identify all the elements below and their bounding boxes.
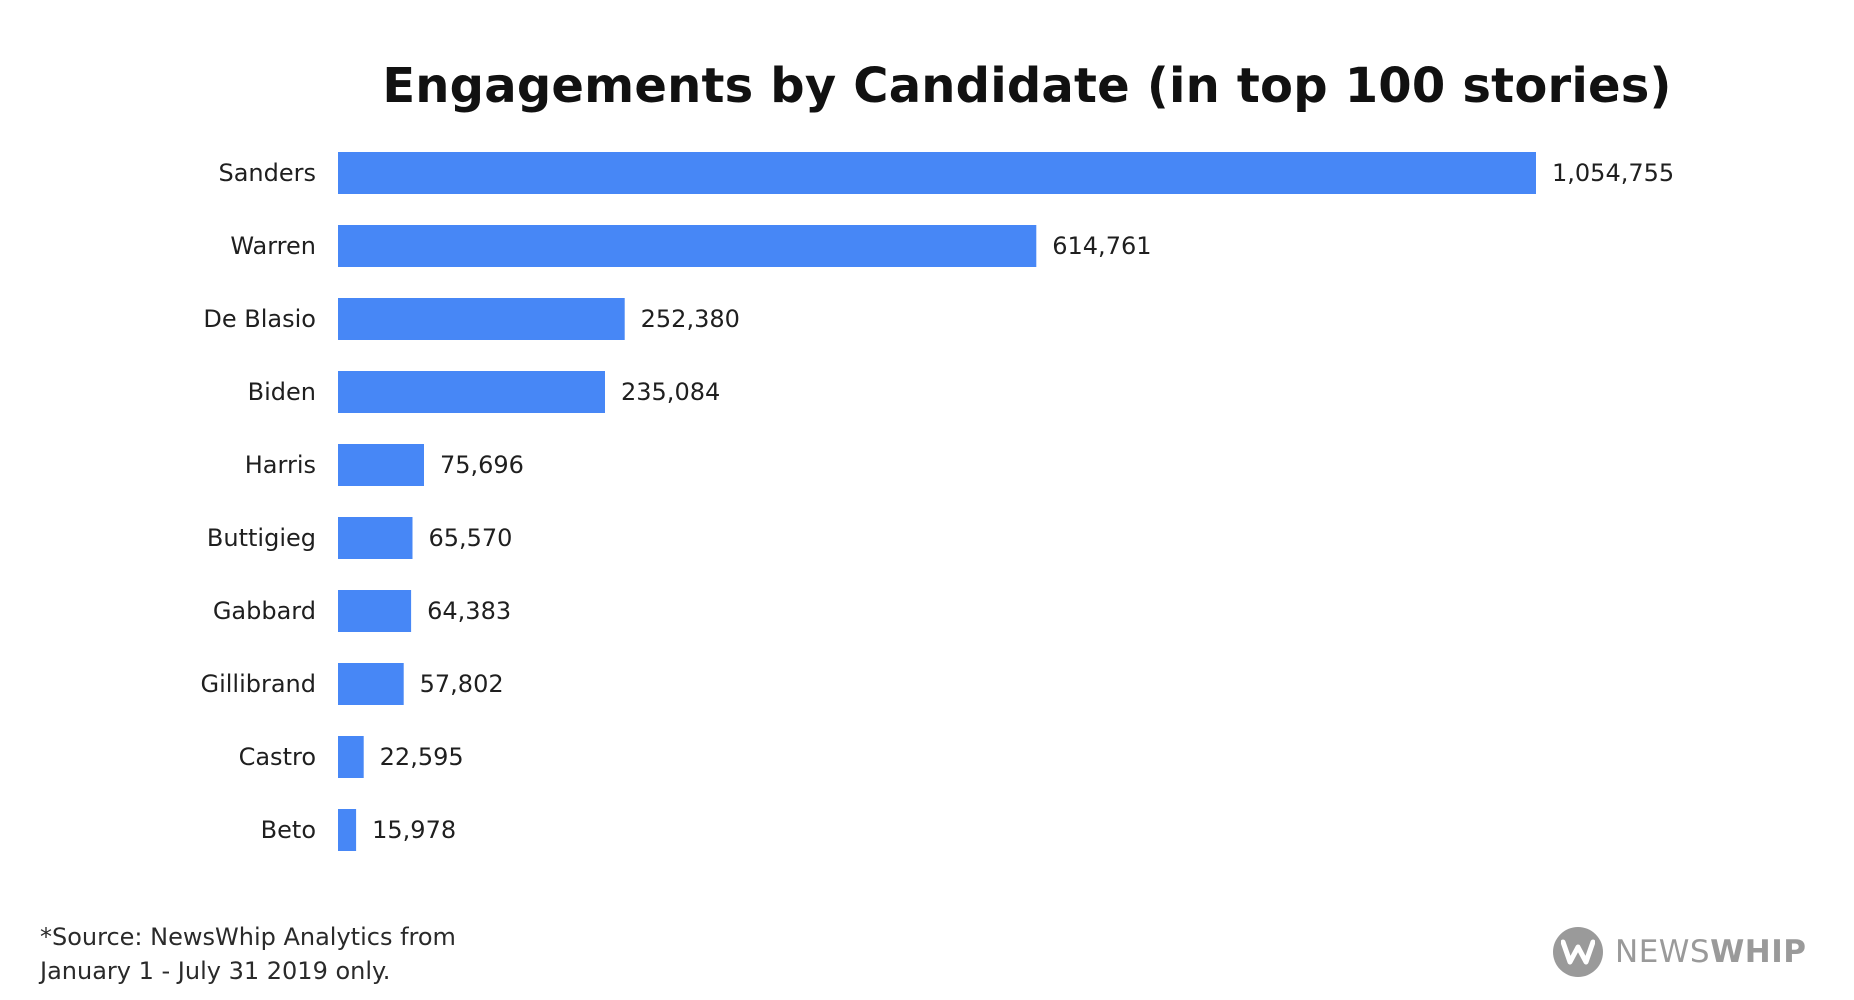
- category-label: Sanders: [218, 159, 316, 187]
- category-label: Gabbard: [213, 597, 316, 625]
- logo-text-bold: WHIP: [1710, 934, 1807, 970]
- bar-warren: [338, 225, 1037, 267]
- bar-harris: [338, 444, 424, 486]
- newswhip-logo: NEWSWHIP: [1553, 927, 1807, 977]
- value-label: 15,978: [372, 816, 456, 844]
- footnote-line-1: *Source: NewsWhip Analytics from: [40, 923, 456, 951]
- bar-biden: [338, 371, 605, 413]
- category-label: Warren: [230, 232, 316, 260]
- bar-sanders: [338, 152, 1536, 194]
- bar-gillibrand: [338, 663, 404, 705]
- category-label: Biden: [248, 378, 316, 406]
- bar-chart: Sanders Warren De Blasio Biden Harris Buttigi…: [200, 152, 1674, 851]
- category-label: Beto: [261, 816, 316, 844]
- bar-beto: [338, 809, 357, 851]
- category-label: Harris: [245, 451, 316, 479]
- category-label: Castro: [239, 743, 316, 771]
- value-label: 75,696: [440, 451, 524, 479]
- value-label: 57,802: [420, 670, 504, 698]
- bar-buttigieg: [338, 517, 413, 559]
- value-label: 252,380: [641, 305, 740, 333]
- value-label: 22,595: [380, 743, 464, 771]
- newswhip-w-icon: [1553, 927, 1603, 977]
- bar-de-blasio: [338, 298, 625, 340]
- bar-gabbard: [338, 590, 412, 632]
- source-footnote: *Source: NewsWhip Analytics from January…: [40, 920, 456, 988]
- value-label: 1,054,755: [1552, 159, 1674, 187]
- category-labels-group: Sanders Warren De Blasio Biden Harris Buttigi…: [200, 159, 316, 844]
- value-label: 65,570: [428, 524, 512, 552]
- bars-group: [338, 152, 1536, 851]
- footnote-line-2: January 1 - July 31 2019 only.: [40, 957, 391, 985]
- value-label: 64,383: [427, 597, 511, 625]
- category-label: Gillibrand: [200, 670, 316, 698]
- category-label: De Blasio: [203, 305, 316, 333]
- value-label: 235,084: [621, 378, 720, 406]
- logo-text: NEWSWHIP: [1615, 934, 1807, 970]
- value-labels-group: 1,054,755 614,761 252,380 235,084 75,696 65,5…: [372, 159, 1674, 844]
- value-label: 614,761: [1052, 232, 1151, 260]
- bar-castro: [338, 736, 364, 778]
- chart-title: Engagements by Candidate (in top 100 sto…: [382, 58, 1672, 114]
- logo-text-light: NEWS: [1615, 934, 1711, 970]
- category-label: Buttigieg: [207, 524, 316, 552]
